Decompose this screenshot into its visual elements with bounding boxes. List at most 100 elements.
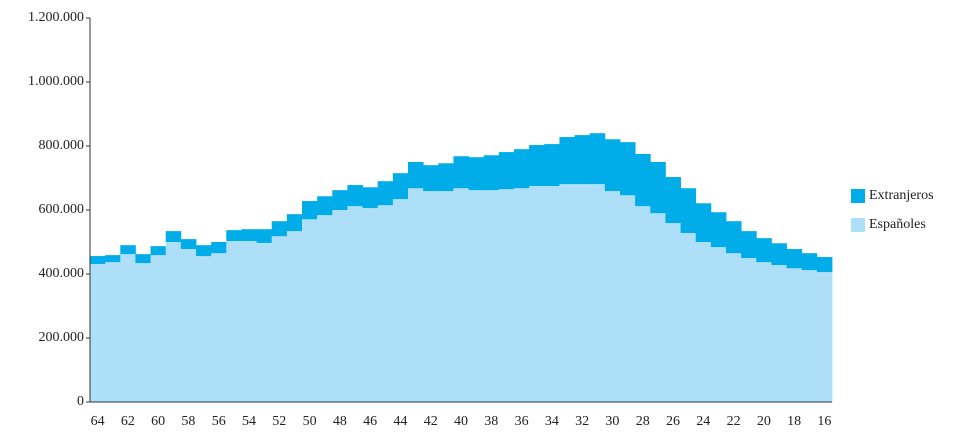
y-tick-label: 1.200.000 (28, 10, 84, 25)
bar-segment (635, 154, 651, 207)
x-tick-label: 36 (515, 414, 529, 429)
bar-segment (438, 191, 454, 402)
bar-segment (302, 219, 318, 402)
y-tick-label: 1.000.000 (28, 74, 84, 89)
bar-segment (196, 245, 212, 257)
bar-segment (256, 242, 273, 402)
x-tick-label: 22 (727, 414, 741, 429)
bar-segment (90, 264, 106, 402)
bar-segment (362, 187, 379, 209)
bar-segment (468, 190, 485, 402)
x-tick-label: 18 (787, 414, 801, 429)
bar-segment (589, 133, 606, 185)
y-tick-label: 600.000 (39, 202, 85, 217)
bar-segment (423, 191, 439, 402)
bar-segment (453, 156, 469, 189)
bar-segment (665, 223, 681, 402)
bar-segment (589, 184, 606, 402)
x-tick-label: 30 (605, 414, 619, 429)
x-tick-label: 26 (666, 414, 680, 429)
bar-segment (468, 157, 485, 191)
bar-segment (695, 203, 712, 242)
bar-segment (514, 149, 530, 189)
legend-swatch (851, 189, 865, 203)
x-tick-label: 32 (575, 414, 589, 429)
bar-segment (362, 208, 379, 402)
bar-segment (211, 242, 227, 254)
bar-segment (665, 177, 681, 224)
x-tick-label: 54 (242, 414, 256, 429)
bar-segment (604, 191, 621, 402)
x-tick-label: 24 (696, 414, 710, 429)
bar-segment (347, 185, 363, 207)
bar-segment (438, 163, 454, 192)
x-tick-label: 16 (817, 414, 831, 429)
x-tick-label: 44 (393, 414, 407, 429)
bar-segment (377, 181, 394, 206)
bar-segment (786, 249, 803, 269)
bar-segment (196, 256, 212, 402)
legend-label: Extranjeros (869, 188, 934, 203)
bar-segment (801, 253, 818, 271)
x-tick-label: 46 (363, 414, 377, 429)
x-tick-label: 60 (151, 414, 165, 429)
legend-swatch (851, 218, 865, 232)
y-tick-label: 800.000 (39, 138, 85, 153)
y-tick-label: 0 (77, 394, 84, 409)
legend-label: Españoles (869, 217, 926, 232)
y-tick-label: 200.000 (39, 330, 85, 345)
bar-segment (680, 233, 697, 402)
y-tick-label: 400.000 (39, 266, 85, 281)
bar-segment (559, 137, 575, 185)
bar-segment (559, 184, 575, 402)
bar-segment (377, 205, 394, 402)
bar-segment (165, 231, 182, 242)
bar-segment (544, 186, 560, 402)
bar-segment (514, 188, 530, 402)
bar-segment (726, 253, 742, 402)
bar-segment (90, 256, 106, 265)
bar-segment (483, 155, 500, 191)
bar-segment (710, 212, 727, 248)
bar-segment (710, 247, 727, 402)
bar-segment (771, 243, 787, 266)
bar-segment (105, 255, 121, 263)
bar-segment (650, 213, 666, 402)
x-tick-label: 38 (484, 414, 498, 429)
bar-segment (226, 241, 242, 402)
x-tick-label: 20 (757, 414, 771, 429)
x-tick-label: 48 (333, 414, 347, 429)
x-tick-label: 40 (454, 414, 468, 429)
x-tick-label: 28 (636, 414, 650, 429)
bar-segment (241, 229, 257, 242)
bar-segment (408, 162, 424, 189)
bar-segment (544, 144, 560, 186)
bar-segment (135, 263, 151, 402)
bar-segment (408, 188, 424, 402)
bar-segment (574, 184, 591, 402)
bar-segment (226, 230, 242, 242)
bar-segment (635, 206, 651, 402)
bar-segment (150, 246, 167, 256)
bar-segment (180, 249, 197, 402)
x-tick-label: 62 (121, 414, 135, 429)
bar-segment (695, 242, 712, 402)
bar-segment (498, 189, 515, 402)
bar-segment (317, 196, 333, 216)
bar-segment (786, 268, 803, 402)
bar-segment (529, 145, 545, 186)
bar-segment (392, 173, 409, 200)
bar-segment (483, 190, 500, 402)
bar-segment (286, 214, 303, 232)
bar-segment (680, 188, 697, 234)
bar-segment (271, 221, 288, 237)
bar-segment (498, 152, 515, 190)
bar-segment (801, 270, 818, 402)
bar-segment (756, 262, 772, 402)
bar-segment (317, 215, 333, 402)
bar-segment (756, 238, 772, 263)
bar-segment (271, 236, 288, 402)
x-tick-label: 64 (91, 414, 105, 429)
bar-segment (120, 245, 136, 255)
